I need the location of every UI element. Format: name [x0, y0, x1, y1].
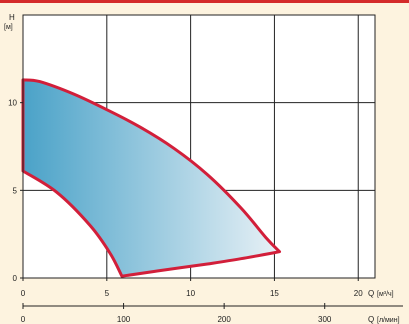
- x-axis-secondary-label: Q: [368, 315, 374, 324]
- y-tick-label: 10: [8, 99, 17, 108]
- x-secondary-tick-label: 0: [21, 315, 26, 324]
- y-axis-label: H: [9, 13, 15, 22]
- x-primary-tick-label: 10: [186, 289, 195, 298]
- y-axis-unit: [м]: [4, 24, 13, 31]
- x-secondary-tick-label: 200: [217, 315, 231, 324]
- x-axis-primary-label: Q: [368, 289, 374, 298]
- y-tick-label: 5: [13, 186, 18, 195]
- operating-range-outline: [21, 78, 281, 278]
- x-primary-tick-label: 5: [105, 289, 110, 298]
- x-primary-tick-label: 20: [354, 289, 363, 298]
- accent-bar: [0, 0, 409, 3]
- x-axis-primary-unit: [м³/ч]: [377, 291, 394, 298]
- y-tick-label: 0: [13, 274, 18, 283]
- x-primary-tick-label: 0: [21, 289, 26, 298]
- x-axis-secondary-unit: [л/мин]: [377, 317, 400, 324]
- x-secondary-tick-label: 100: [117, 315, 131, 324]
- plot-frame: [22, 14, 376, 279]
- x-secondary-tick-label: 300: [318, 315, 332, 324]
- x-primary-tick-label: 15: [270, 289, 279, 298]
- operating-range-area: [23, 79, 280, 277]
